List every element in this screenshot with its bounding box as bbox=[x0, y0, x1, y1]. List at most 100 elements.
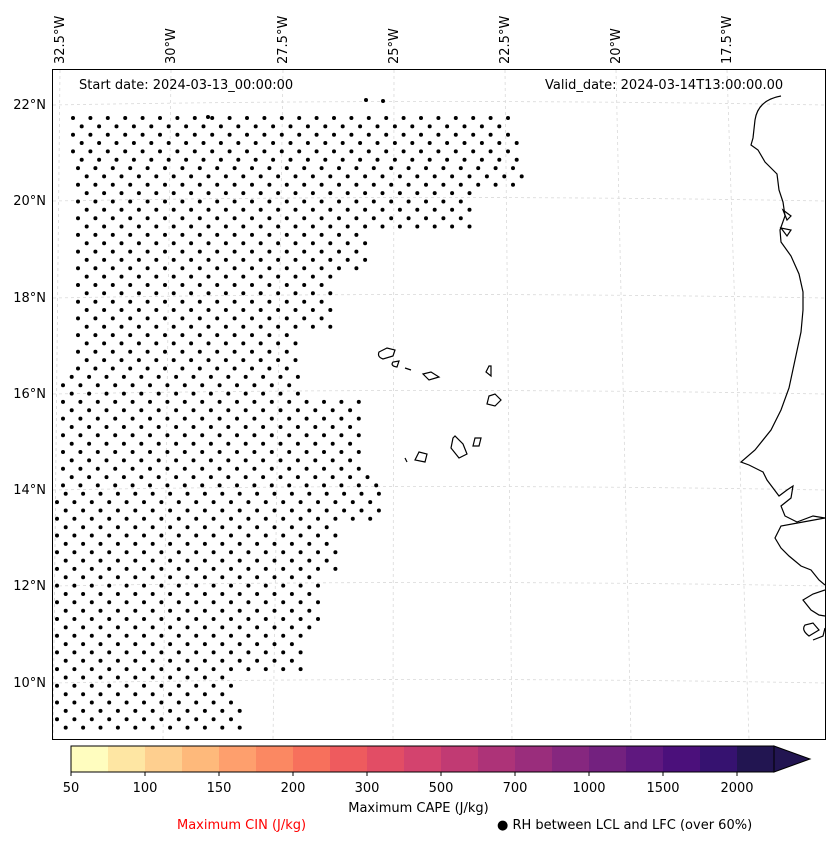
rh-dot bbox=[324, 508, 329, 513]
rh-dot bbox=[310, 241, 315, 246]
rh-dot bbox=[236, 124, 241, 129]
rh-dot bbox=[93, 333, 98, 338]
rh-dot bbox=[202, 625, 207, 630]
rh-dot bbox=[154, 191, 159, 196]
rh-dot bbox=[208, 374, 213, 379]
rh-dot bbox=[436, 116, 441, 120]
rh-dot bbox=[124, 566, 129, 571]
rh-dot bbox=[497, 157, 502, 162]
rh-dot bbox=[243, 475, 248, 480]
rh-dot bbox=[159, 533, 164, 538]
rh-dot bbox=[189, 308, 194, 312]
rh-dot bbox=[272, 491, 277, 496]
rh-dot bbox=[139, 374, 144, 379]
rh-dot bbox=[250, 316, 254, 321]
rh-dot bbox=[200, 466, 205, 471]
rh-dot bbox=[235, 483, 239, 488]
rh-dot bbox=[168, 608, 173, 613]
rh-dot bbox=[263, 500, 268, 505]
rh-dot bbox=[354, 199, 359, 204]
colorbar-swatch bbox=[182, 746, 219, 772]
rh-dot bbox=[104, 374, 109, 379]
rh-dot bbox=[102, 358, 107, 363]
rh-dot bbox=[84, 324, 89, 329]
rh-dot bbox=[81, 625, 86, 630]
rh-dot bbox=[115, 608, 120, 613]
rh-dot bbox=[220, 625, 225, 630]
rh-dot bbox=[432, 207, 437, 212]
rh-dot bbox=[467, 191, 472, 196]
rh-dot bbox=[136, 358, 141, 363]
rh-dot bbox=[55, 617, 59, 621]
rh-dot bbox=[324, 491, 329, 496]
rh-dot bbox=[380, 174, 385, 179]
rh-dot bbox=[93, 299, 98, 304]
rh-dot bbox=[154, 291, 159, 296]
rh-dot bbox=[255, 608, 260, 613]
rh-dot bbox=[202, 558, 207, 563]
rh-dot bbox=[63, 525, 68, 530]
rh-dot bbox=[142, 650, 146, 655]
rh-dot bbox=[76, 216, 80, 221]
rh-dot bbox=[295, 408, 300, 413]
rh-dot bbox=[182, 416, 187, 421]
rh-dot bbox=[72, 700, 77, 705]
rh-dot bbox=[171, 308, 176, 312]
rh-dot bbox=[79, 124, 84, 129]
rh-dot bbox=[267, 216, 272, 221]
rh-dot bbox=[72, 633, 77, 638]
rh-dot bbox=[366, 149, 371, 154]
rh-dot bbox=[133, 675, 138, 680]
colorbar-swatch bbox=[478, 746, 515, 772]
rh-dot bbox=[98, 575, 103, 580]
rh-dot bbox=[148, 416, 152, 421]
rh-dot bbox=[211, 650, 216, 655]
rh-dot bbox=[76, 299, 80, 304]
rh-dot bbox=[93, 249, 98, 254]
rh-dot bbox=[71, 132, 75, 137]
rh-dot bbox=[215, 199, 220, 204]
rh-dot bbox=[93, 166, 98, 171]
rh-dot bbox=[314, 132, 319, 137]
rh-dot bbox=[316, 566, 320, 571]
rh-dot bbox=[133, 575, 138, 580]
lon-label: 25°W bbox=[387, 28, 402, 64]
rh-dot bbox=[81, 525, 86, 530]
rh-dot bbox=[307, 575, 312, 580]
rh-dot bbox=[506, 116, 510, 120]
rh-dot bbox=[145, 182, 150, 187]
rh-dot bbox=[110, 166, 115, 171]
rh-dot bbox=[55, 583, 59, 588]
rh-dot bbox=[220, 558, 225, 563]
rh-dot bbox=[226, 458, 231, 463]
rh-dot bbox=[97, 141, 102, 145]
rh-dot bbox=[284, 232, 289, 237]
rh-dot bbox=[298, 667, 303, 672]
rh-dot bbox=[124, 700, 129, 705]
rh-dot bbox=[310, 257, 315, 262]
rh-dot bbox=[229, 633, 233, 638]
rh-dot bbox=[323, 157, 328, 162]
rh-dot bbox=[208, 441, 213, 446]
rh-dot bbox=[450, 224, 455, 229]
rh-dot bbox=[95, 433, 100, 438]
rh-dot bbox=[150, 508, 155, 513]
rh-dot bbox=[445, 141, 450, 145]
rh-dot bbox=[63, 658, 68, 663]
rh-dot bbox=[124, 533, 129, 538]
rh-dot bbox=[180, 283, 185, 287]
rh-dot bbox=[441, 166, 446, 171]
rh-dot bbox=[105, 132, 110, 137]
rh-dot bbox=[262, 149, 267, 154]
rh-dot bbox=[97, 157, 102, 162]
rh-dot bbox=[174, 441, 179, 446]
rh-dot bbox=[98, 541, 103, 546]
rh-dot bbox=[287, 483, 292, 488]
rh-dot bbox=[163, 333, 167, 338]
rh-dot bbox=[133, 491, 138, 496]
rh-dot bbox=[220, 592, 225, 596]
rh-dot bbox=[72, 683, 77, 688]
rh-dot bbox=[165, 383, 170, 388]
rh-dot bbox=[63, 558, 68, 563]
rh-dot bbox=[284, 182, 289, 187]
